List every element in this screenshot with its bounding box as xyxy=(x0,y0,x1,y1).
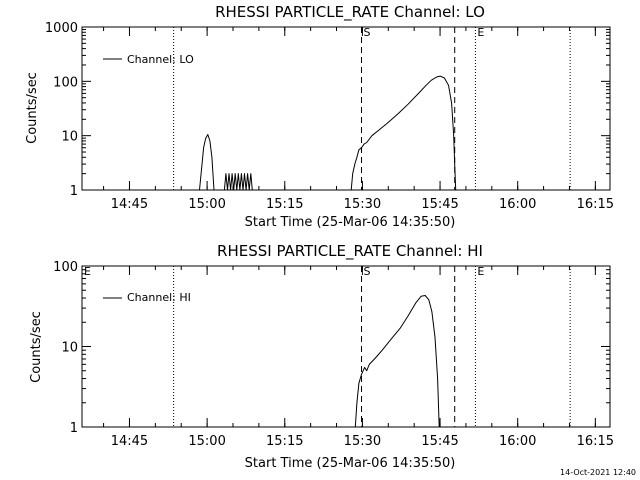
panel-lo-title: RHESSI PARTICLE_RATE Channel: LO xyxy=(215,3,485,22)
panel-lo-ylabel: Counts/sec xyxy=(25,72,40,144)
panel-hi-title: RHESSI PARTICLE_RATE Channel: HI xyxy=(217,242,483,261)
panel-hi-ytick-label-0: 1 xyxy=(70,421,78,436)
panel-hi-xtick-label-3: 15:30 xyxy=(344,434,381,449)
panel-hi-vline-label-2: S xyxy=(364,265,371,278)
panel-lo-xtick-label-5: 16:00 xyxy=(499,197,536,212)
panel-hi-xtick-label-2: 15:15 xyxy=(266,434,303,449)
panel-hi-series-0-segment-0 xyxy=(354,295,440,428)
panel-hi-vline-label-4: E xyxy=(477,265,484,278)
panel-lo-series-0-segment-0 xyxy=(199,134,215,191)
panel-hi-xtick-label-6: 16:15 xyxy=(577,434,614,449)
panel-hi-legend-label: Channel: HI xyxy=(127,291,191,304)
panel-lo-ytick-label-2: 100 xyxy=(53,75,78,90)
panel-lo-xtick-label-3: 15:30 xyxy=(344,197,381,212)
panel-lo: RHESSI PARTICLE_RATE Channel: LO Start T… xyxy=(25,3,614,230)
panel-hi-xtick-label-5: 16:00 xyxy=(499,434,536,449)
panel-hi: RHESSI PARTICLE_RATE Channel: HI Start T… xyxy=(29,242,614,471)
plot-timestamp: 14-Oct-2021 12:40 xyxy=(560,468,636,477)
panel-lo-xtick-label-4: 15:45 xyxy=(421,197,458,212)
panel-hi-ytick-label-2: 100 xyxy=(53,260,78,275)
panel-hi-xtick-label-4: 15:45 xyxy=(421,434,458,449)
panel-hi-ylabel: Counts/sec xyxy=(29,311,44,383)
panel-lo-xtick-label-6: 16:15 xyxy=(577,197,614,212)
panel-lo-xtick-label-0: 14:45 xyxy=(111,197,148,212)
panel-hi-xlabel: Start Time (25-Mar-06 14:35:50) xyxy=(245,456,456,471)
panel-hi-xtick-label-1: 15:00 xyxy=(188,434,225,449)
panel-lo-ytick-label-1: 10 xyxy=(61,130,78,145)
panel-hi-xtick-label-0: 14:45 xyxy=(111,434,148,449)
panel-lo-xtick-label-2: 15:15 xyxy=(266,197,303,212)
panel-lo-vline-label-3: E xyxy=(477,26,484,39)
panel-lo-xlabel: Start Time (25-Mar-06 14:35:50) xyxy=(245,215,456,230)
panel-hi-ytick-label-1: 10 xyxy=(61,341,78,356)
panel-lo-ytick-label-0: 1 xyxy=(70,184,78,199)
panel-lo-xtick-label-1: 15:00 xyxy=(188,197,225,212)
panel-lo-vline-label-1: S xyxy=(364,26,371,39)
panel-lo-ytick-label-3: 1000 xyxy=(45,21,78,36)
panel-lo-series-0-segment-2 xyxy=(350,75,457,191)
panel-lo-legend-label: Channel: LO xyxy=(127,53,194,66)
panel-lo-frame xyxy=(81,26,611,191)
panel-lo-series-0-segment-1 xyxy=(223,173,253,191)
panel-hi-vline-label-0: E xyxy=(84,265,91,278)
